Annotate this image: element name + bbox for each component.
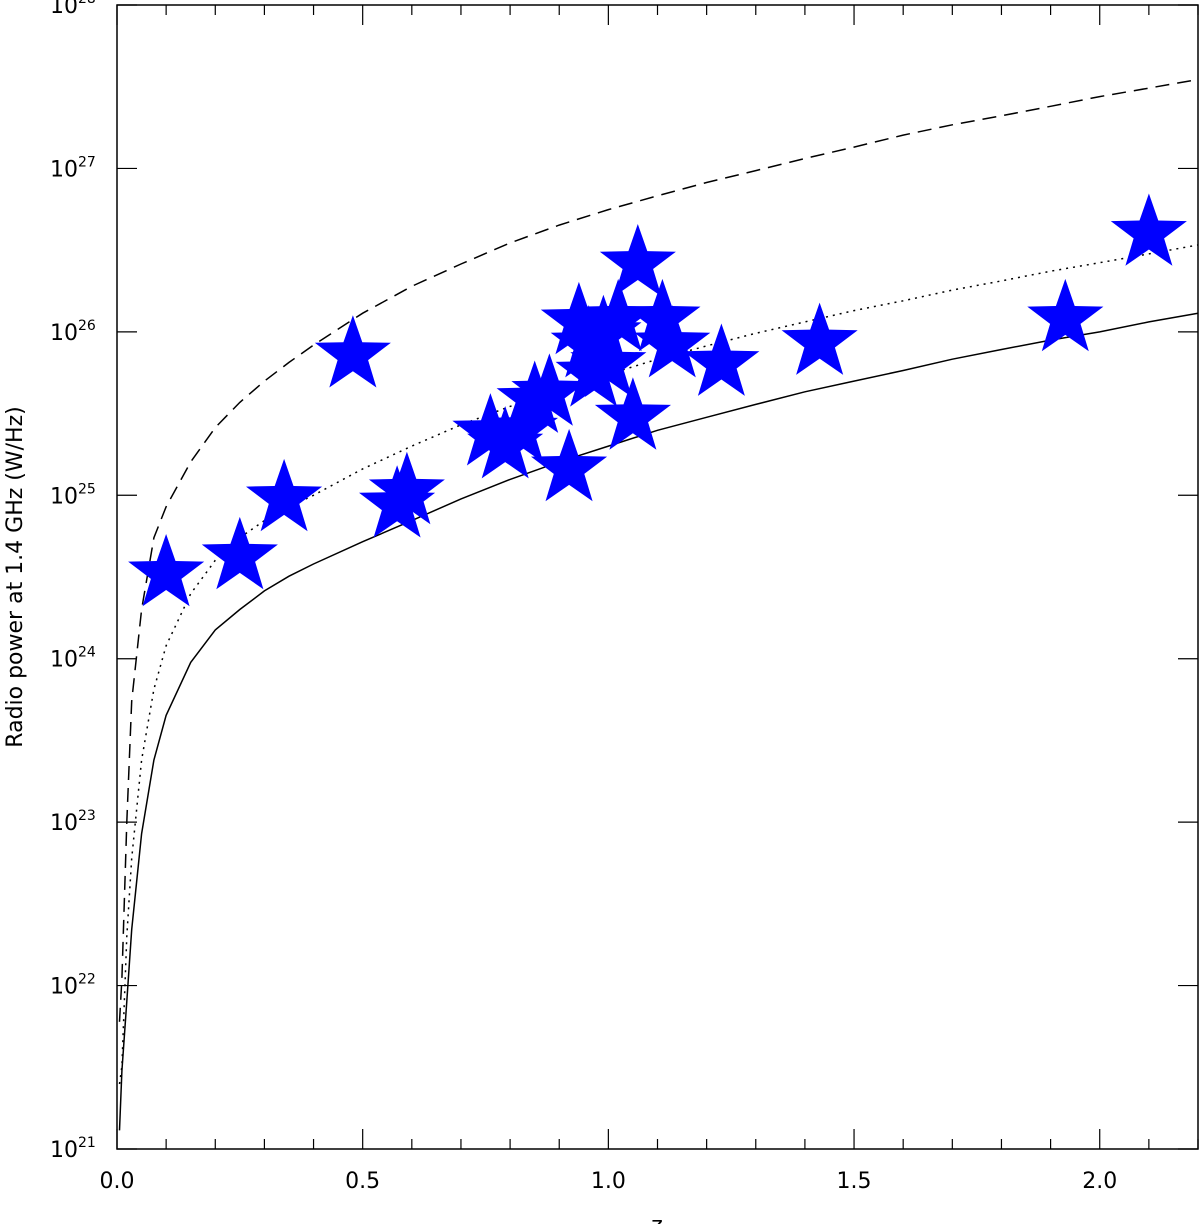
data-point-star: [540, 281, 617, 355]
x-axis-title: z: [651, 1213, 663, 1224]
x-tick-label: 1.5: [837, 1169, 872, 1194]
y-tick-label: 1028: [50, 0, 96, 19]
data-point-star: [531, 428, 608, 502]
curve-solid: [118, 312, 1199, 1131]
y-tick-label: 1026: [50, 318, 96, 346]
data-point-star: [624, 278, 701, 352]
plot-frame: [116, 4, 1199, 1150]
data-point-star: [781, 302, 858, 375]
data-point-star: [246, 458, 323, 532]
axis-ticks: [116, 4, 1199, 1150]
data-point-star: [368, 451, 445, 525]
data-point-star: [452, 393, 529, 466]
data-point-star: [594, 377, 671, 450]
y-tick-label: 1025: [50, 481, 96, 509]
x-tick-label: 2.0: [1082, 1169, 1117, 1194]
y-tick-label: 1021: [50, 1135, 96, 1163]
data-point-star: [634, 305, 711, 378]
data-point-star: [511, 353, 588, 426]
data-point-star: [1110, 193, 1187, 266]
data-point-star: [201, 516, 278, 590]
y-tick-label: 1022: [50, 972, 96, 1000]
x-tick-label: 1.0: [591, 1169, 626, 1194]
curve-dashed: [118, 78, 1199, 1022]
data-point-star: [128, 534, 205, 607]
y-tick-label: 1027: [50, 154, 96, 182]
data-point-star: [570, 324, 647, 397]
x-tick-label: 0.0: [100, 1169, 135, 1194]
x-tick-labels: 0.0 0.5 1.0 1.5 2.0: [100, 1169, 1118, 1194]
y-axis-title: Radio power at 1.4 GHz (W/Hz): [3, 406, 28, 747]
data-point-star: [683, 323, 760, 396]
y-tick-labels: 1021 1022 1023 1024 1025 1026 1027 1028: [50, 0, 96, 1163]
curve-dotted: [118, 244, 1199, 1085]
y-tick-label: 1024: [50, 645, 96, 673]
data-point-star: [314, 315, 391, 388]
data-points: [128, 193, 1187, 607]
data-point-star: [599, 224, 676, 297]
model-curves: [118, 78, 1199, 1131]
data-point-star: [580, 278, 657, 352]
y-tick-label: 1023: [50, 808, 96, 836]
data-point-star: [1027, 278, 1104, 352]
x-tick-label: 0.5: [345, 1169, 380, 1194]
